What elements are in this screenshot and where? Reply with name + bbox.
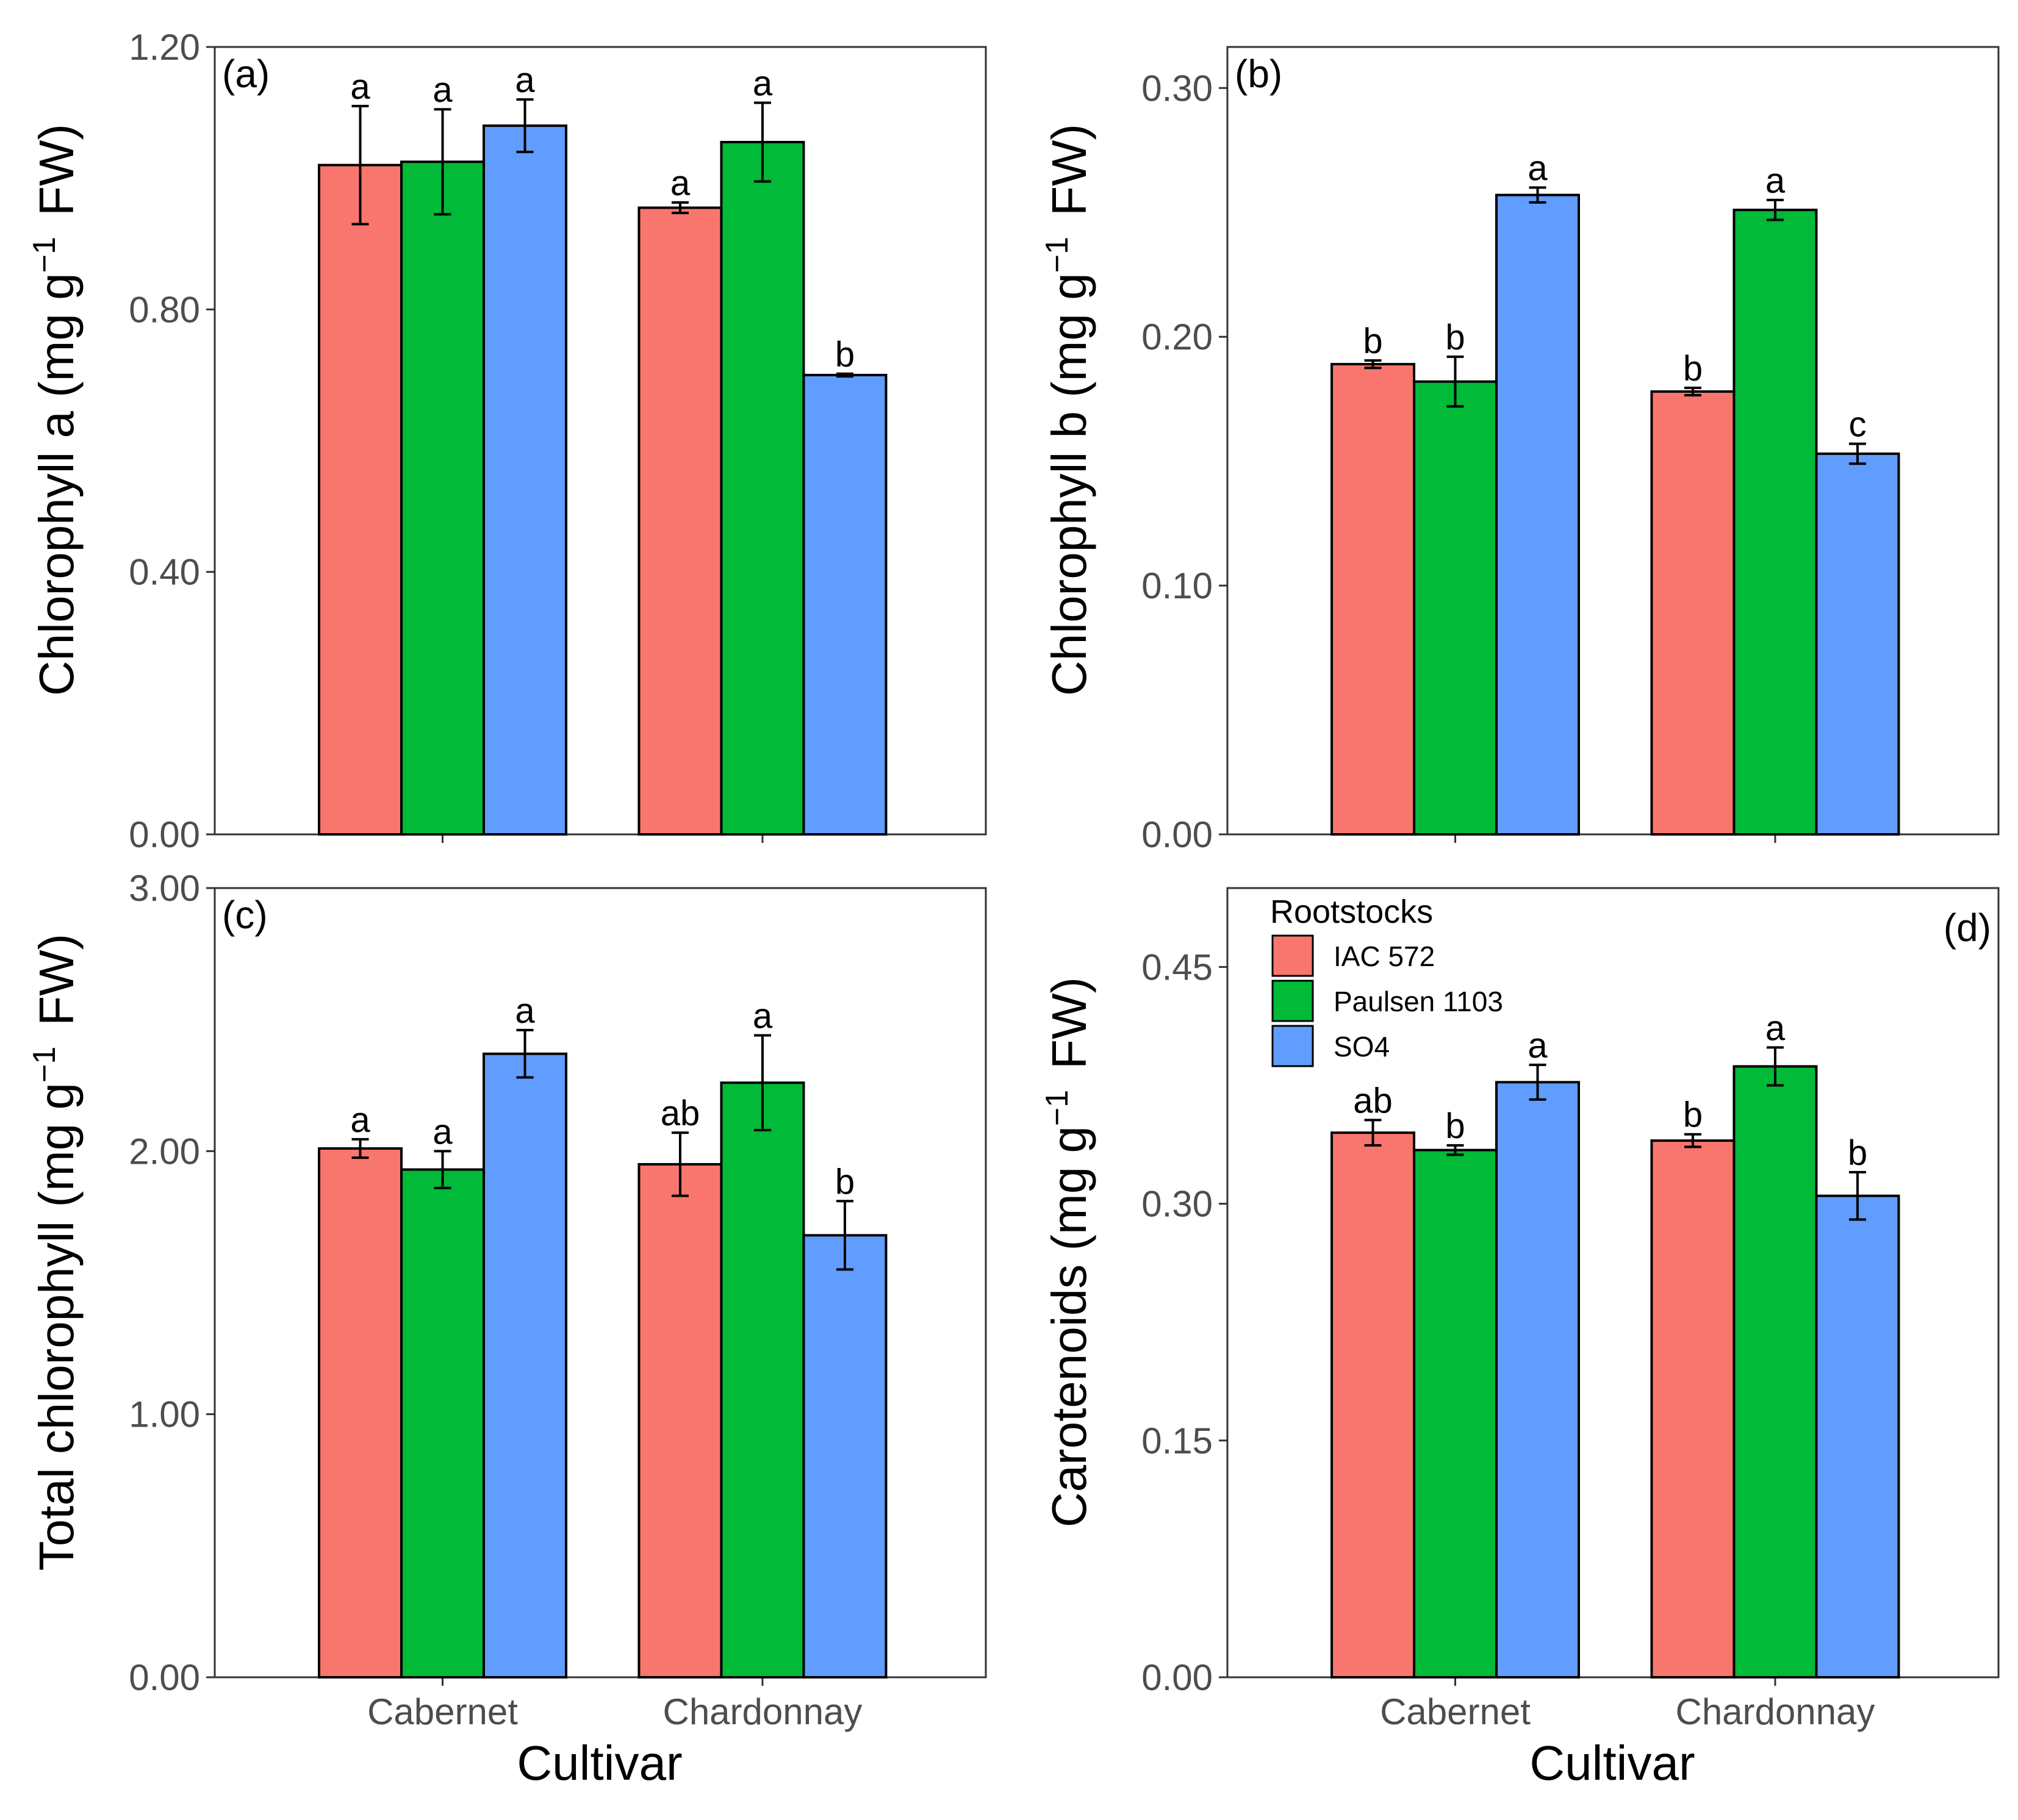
panel-b-frame bbox=[1226, 46, 2000, 836]
bar-d-0-1 bbox=[1413, 1148, 1498, 1679]
panel-a: Chlorophyll a (mg g−1FW) 0.00 0.40 0.80 1.2… bbox=[27, 27, 987, 855]
panel-d-frame bbox=[1226, 887, 2000, 1678]
bar-b-1-2 bbox=[1815, 452, 1900, 836]
panel-c-xtick-label: Cabernet bbox=[367, 1691, 518, 1732]
panel-b-ytick-label: 0.00 bbox=[1141, 814, 1213, 855]
legend-swatch-iac572 bbox=[1271, 934, 1314, 977]
legend-label-so4: SO4 bbox=[1334, 1031, 1390, 1062]
legend-label-iac572: IAC 572 bbox=[1334, 940, 1435, 972]
panel-d-ytick-label: 0.00 bbox=[1141, 1657, 1213, 1698]
panel-d: Carotenoids (mg g−1FW) Cultivar Rootstoc… bbox=[1040, 887, 2000, 1790]
sig-letter-a-0-1: a bbox=[433, 70, 453, 110]
bar-a-1-0 bbox=[637, 206, 723, 836]
bar-b-0-2 bbox=[1495, 193, 1581, 836]
bar-c-1-1 bbox=[720, 1081, 805, 1678]
bar-d-1-2 bbox=[1815, 1194, 1900, 1679]
bar-a-0-0 bbox=[318, 163, 403, 836]
panel-b: Chlorophyll b (mg g−1FW) 0.00 0.10 0.20 0.3… bbox=[1040, 46, 2000, 855]
sig-letter-d-0-2: a bbox=[1528, 1026, 1548, 1066]
panel-c-ytick-label: 0.00 bbox=[129, 1657, 200, 1698]
panel-d-x-title: Cultivar bbox=[1529, 1736, 1695, 1790]
sig-letter-c-0-2: a bbox=[515, 991, 535, 1031]
sig-letter-c-1-2: b bbox=[835, 1162, 855, 1202]
bar-c-0-0 bbox=[318, 1147, 403, 1678]
bar-a-0-2 bbox=[483, 124, 568, 836]
panel-c-tag: (c) bbox=[222, 893, 268, 937]
legend-swatch-paulsen1103 bbox=[1271, 980, 1314, 1022]
panel-c-xtick-label: Chardonnay bbox=[662, 1691, 862, 1732]
bar-c-0-2 bbox=[483, 1052, 568, 1678]
sig-letter-c-0-0: a bbox=[350, 1100, 370, 1140]
panel-c-x-title: Cultivar bbox=[517, 1736, 682, 1790]
sig-letter-b-0-2: a bbox=[1528, 148, 1548, 188]
panel-a-ytick-label: 0.00 bbox=[129, 814, 200, 855]
panel-a-ytick-label: 0.40 bbox=[129, 552, 200, 593]
panel-d-ytick-label: 0.45 bbox=[1141, 947, 1213, 987]
sig-letter-a-0-2: a bbox=[515, 60, 535, 100]
panel-d-y-title: Carotenoids (mg g−1FW) bbox=[1040, 977, 1096, 1527]
panel-c-ytick-label: 1.00 bbox=[129, 1394, 200, 1435]
sig-letter-c-1-1: a bbox=[753, 997, 773, 1036]
sig-letter-d-0-1: b bbox=[1445, 1106, 1465, 1146]
panel-b-ytick-label: 0.20 bbox=[1141, 317, 1213, 357]
panel-d-ytick-label: 0.30 bbox=[1141, 1184, 1213, 1225]
bar-b-1-1 bbox=[1733, 209, 1818, 836]
sig-letter-d-0-0: ab bbox=[1353, 1081, 1393, 1120]
bar-d-1-1 bbox=[1733, 1065, 1818, 1678]
panel-c-ytick-label: 2.00 bbox=[129, 1131, 200, 1172]
sig-letter-a-1-1: a bbox=[753, 63, 773, 103]
bar-c-1-0 bbox=[637, 1163, 723, 1678]
bar-b-1-0 bbox=[1650, 390, 1736, 836]
bar-a-0-1 bbox=[400, 160, 486, 836]
panel-c: Total chlorophyll (mg g−1FW) Cultivar 0.… bbox=[27, 868, 987, 1790]
bar-d-0-2 bbox=[1495, 1081, 1581, 1678]
sig-letter-c-0-1: a bbox=[433, 1112, 453, 1152]
panel-a-ytick-label: 0.80 bbox=[129, 289, 200, 330]
panel-d-xtick-label: Cabernet bbox=[1380, 1691, 1531, 1732]
bar-d-0-0 bbox=[1330, 1131, 1416, 1678]
panel-d-xtick-label: Chardonnay bbox=[1675, 1691, 1875, 1732]
panel-b-ytick-label: 0.10 bbox=[1141, 565, 1213, 606]
panel-a-tag: (a) bbox=[222, 52, 270, 96]
sig-letter-a-0-0: a bbox=[350, 67, 370, 107]
panel-c-y-title: Total chlorophyll (mg g−1FW) bbox=[27, 934, 84, 1571]
sig-letter-b-0-1: b bbox=[1445, 318, 1465, 357]
sig-letter-a-1-0: a bbox=[670, 163, 691, 203]
panel-d-tag: (d) bbox=[1944, 906, 1991, 950]
sig-letter-b-0-0: b bbox=[1363, 321, 1382, 361]
panel-a-frame bbox=[214, 46, 987, 836]
sig-letter-b-1-1: a bbox=[1765, 161, 1786, 201]
sig-letter-d-1-0: b bbox=[1683, 1095, 1703, 1135]
panel-a-ytick-label: 1.20 bbox=[129, 27, 200, 68]
legend-label-paulsen1103: Paulsen 1103 bbox=[1334, 986, 1503, 1017]
panel-b-tag: (b) bbox=[1235, 52, 1282, 96]
bar-a-1-2 bbox=[802, 373, 888, 836]
bar-a-1-1 bbox=[720, 140, 805, 836]
sig-letter-b-1-0: b bbox=[1683, 349, 1703, 389]
panel-a-y-title: Chlorophyll a (mg g−1FW) bbox=[27, 124, 84, 696]
bar-b-0-1 bbox=[1413, 380, 1498, 836]
sig-letter-d-1-2: b bbox=[1848, 1133, 1867, 1173]
sig-letter-c-1-0: ab bbox=[661, 1094, 700, 1133]
bar-b-0-0 bbox=[1330, 363, 1416, 836]
panel-c-frame bbox=[214, 887, 987, 1678]
sig-letter-b-1-2: c bbox=[1848, 405, 1866, 445]
panel-d-ytick-label: 0.15 bbox=[1141, 1421, 1213, 1461]
legend-swatch-so4 bbox=[1271, 1025, 1314, 1067]
sig-letter-d-1-1: a bbox=[1765, 1008, 1786, 1048]
legend: Rootstocks IAC 572 Paulsen 1103 SO4 bbox=[1270, 894, 1503, 1067]
bar-c-1-2 bbox=[802, 1234, 888, 1678]
bar-d-1-0 bbox=[1650, 1139, 1736, 1678]
panel-c-ytick-label: 3.00 bbox=[129, 868, 200, 909]
panel-b-ytick-label: 0.30 bbox=[1141, 68, 1213, 109]
panel-b-y-title: Chlorophyll b (mg g−1FW) bbox=[1040, 124, 1096, 696]
bar-c-0-1 bbox=[400, 1168, 486, 1678]
sig-letter-a-1-2: b bbox=[835, 335, 855, 374]
legend-title: Rootstocks bbox=[1270, 894, 1433, 930]
